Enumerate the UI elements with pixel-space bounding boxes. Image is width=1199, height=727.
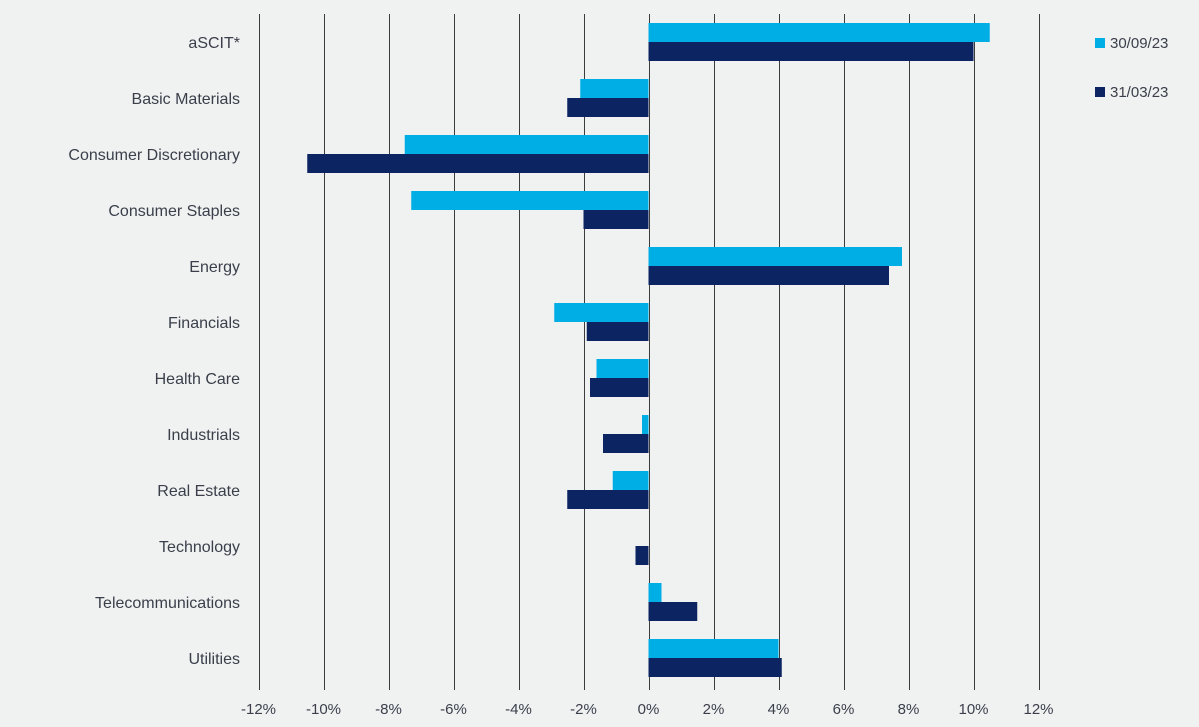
x-tick-label: 0% (638, 701, 660, 718)
bar-series-1 (648, 583, 662, 602)
x-tick-label: 12% (1023, 701, 1053, 718)
x-tick-label: 10% (958, 701, 988, 718)
x-tick-label: 6% (833, 701, 855, 718)
legend-swatch (1095, 87, 1105, 97)
category-label: Consumer Staples (108, 203, 240, 220)
gridlines (259, 14, 1040, 690)
category-label: Technology (159, 539, 240, 556)
x-tick-label: -6% (440, 701, 467, 718)
bar-series-2 (648, 602, 698, 621)
bar-series-2 (567, 490, 649, 509)
legend-label: 31/03/23 (1110, 84, 1168, 101)
category-label: Industrials (167, 427, 240, 444)
legend-swatch (1095, 38, 1105, 48)
category-label: Real Estate (157, 483, 240, 500)
bar-series-1 (648, 247, 902, 266)
legend-label: 30/09/23 (1110, 35, 1168, 52)
bars (307, 23, 990, 677)
bar-series-2 (603, 434, 649, 453)
bar-series-2 (648, 266, 889, 285)
legend: 30/09/23 31/03/23 (1095, 35, 1168, 101)
bar-series-2 (590, 378, 649, 397)
bar-series-1 (612, 471, 649, 490)
bar-series-1 (404, 135, 649, 154)
bar-series-1 (642, 415, 649, 434)
bar-series-1 (648, 639, 779, 658)
category-labels: aSCIT* Basic Materials Consumer Discretion… (68, 35, 240, 668)
category-label: Basic Materials (132, 91, 240, 108)
x-axis-tick-labels: -12% -10% -8% -6% -4% -2% 0% 2% 4% 6% 8% 10% 12% (241, 701, 1054, 718)
bar-series-2 (586, 322, 649, 341)
x-tick-label: 8% (898, 701, 920, 718)
bar-series-2 (648, 42, 974, 61)
bar-series-1 (596, 359, 649, 378)
x-tick-label: -8% (375, 701, 402, 718)
category-label: Utilities (188, 651, 240, 668)
bar-series-1 (554, 303, 649, 322)
bar-series-2 (583, 210, 649, 229)
bar-series-2 (648, 658, 782, 677)
bar-series-2 (567, 98, 649, 117)
category-label: Consumer Discretionary (68, 147, 240, 164)
x-tick-label: -10% (306, 701, 341, 718)
bar-series-1 (648, 23, 990, 42)
x-tick-label: 4% (768, 701, 790, 718)
x-tick-label: -4% (505, 701, 532, 718)
x-tick-label: 2% (703, 701, 725, 718)
category-label: Health Care (155, 371, 240, 388)
x-tick-label: -2% (570, 701, 597, 718)
bar-series-2 (307, 154, 649, 173)
x-tick-label: -12% (241, 701, 276, 718)
bar-series-1 (411, 191, 649, 210)
category-label: Financials (168, 315, 240, 332)
category-label: Telecommunications (95, 595, 240, 612)
category-label: Energy (189, 259, 240, 276)
category-label: aSCIT* (188, 35, 240, 52)
bar-series-2 (635, 546, 649, 565)
bar-series-1 (580, 79, 649, 98)
